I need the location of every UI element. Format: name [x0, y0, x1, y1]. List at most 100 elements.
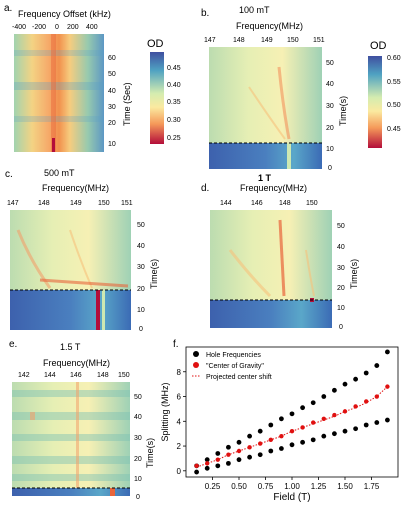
data-point [268, 422, 274, 428]
x-tick-label: 1.50 [337, 482, 353, 491]
panel-a-ytick: 20 [108, 120, 116, 127]
panel-c-letter: c. [5, 169, 13, 180]
panel-b-xtick: 147 [204, 37, 216, 44]
panel-c-xtick: 151 [121, 200, 133, 207]
panel-a-xtick: -200 [32, 24, 47, 31]
panel-a-cbar-tick: 0.25 [167, 135, 181, 142]
panel-b-xtick: 151 [313, 37, 325, 44]
data-point [342, 381, 348, 387]
data-point [194, 463, 199, 469]
panel-a-xtick: 400 [86, 24, 98, 31]
data-point [194, 469, 199, 475]
panel-c-xlabel: Frequency(MHz) [42, 183, 110, 193]
x-tick-label: 1.25 [311, 482, 327, 491]
data-point [353, 426, 358, 432]
panel-b-ytick: 50 [326, 60, 334, 67]
data-point [374, 363, 380, 368]
panel-b-cbar-tick: 0.60 [387, 55, 401, 62]
data-point [257, 452, 263, 458]
legend-label: Hole Frequencies [206, 352, 261, 359]
panel-c-ytick: 0 [139, 326, 143, 333]
panel-c-ytick: 10 [137, 307, 145, 314]
y-tick-label: 4 [177, 417, 182, 426]
panel-b-cbar-tick: 0.45 [387, 126, 401, 133]
data-point [374, 420, 380, 425]
x-tick-label: 1.00 [284, 482, 300, 491]
panel-b-ytick: 10 [326, 146, 334, 153]
legend-marker [193, 351, 199, 357]
panel-d-xtick: 148 [279, 200, 291, 207]
data-point [353, 404, 358, 409]
panel-e-ylabel: Time(s) [145, 437, 155, 468]
legend-label: Projected center shift [206, 374, 272, 381]
data-point [247, 454, 252, 460]
panel-b-xtick: 150 [287, 37, 299, 44]
x-tick-label: 1.75 [364, 482, 380, 491]
panel-a-ytick: 10 [108, 141, 116, 148]
y-tick-label: 6 [177, 393, 182, 402]
data-point [205, 461, 210, 466]
panel-b-ytick: 0 [328, 165, 332, 172]
panel-d-ylabel: Time(s) [349, 258, 359, 289]
data-point [321, 394, 327, 399]
panel-a-ytick: 40 [108, 88, 116, 95]
panel-e-ytick: 40 [134, 414, 142, 421]
panel-c-ytick: 30 [137, 264, 145, 271]
panel-d-letter: d. [201, 183, 210, 194]
panel-e-xtick: 148 [97, 372, 109, 379]
data-point [310, 437, 316, 443]
series-line [196, 386, 388, 468]
panel-e-xtick: 146 [70, 372, 82, 379]
panel-a-ylabel: Time (Sec) [122, 82, 132, 126]
panel-e-xlabel: Frequency(MHz) [43, 358, 111, 368]
data-point [321, 433, 327, 439]
panel-b-xlabel: Frequency(MHz) [236, 21, 304, 31]
panel-c-ytick: 40 [137, 243, 145, 250]
data-point [310, 400, 316, 406]
panel-b-ytick: 20 [326, 125, 334, 132]
data-point [289, 442, 295, 448]
panel-c-title: 500 mT [44, 168, 75, 178]
data-point [321, 416, 326, 422]
panel-e-heatmap [12, 382, 130, 496]
panel-a-ytick: 50 [108, 71, 116, 78]
panel-a-cbar-tick: 0.35 [167, 99, 181, 106]
panel-d-heatmap [210, 210, 332, 328]
panel-a-ytick: 30 [108, 104, 116, 111]
panel-a-xtick: 0 [55, 24, 59, 31]
panel-b-ylabel: Time(s) [338, 95, 348, 126]
panel-b-cbar-title: OD [370, 40, 387, 52]
y-tick-label: 0 [177, 467, 182, 476]
data-point [300, 439, 305, 445]
data-point [258, 441, 263, 446]
panel-e-ytick: 20 [134, 456, 142, 463]
panel-d-xtick: 150 [306, 200, 318, 207]
data-point [364, 399, 369, 404]
data-point [215, 463, 221, 469]
data-point [215, 451, 221, 456]
panel-a-ytick: 60 [108, 55, 116, 62]
panel-c-ytick: 50 [137, 222, 145, 229]
panel-b-ytick: 40 [326, 81, 334, 88]
panel-a-cbar-tick: 0.40 [167, 82, 181, 89]
panel-e-xtick: 150 [118, 372, 130, 379]
data-point [353, 376, 358, 382]
panel-f-chart: 0 2 4 6 8 0.25 0.50 0.75 1.00 1.25 1.50 1.75 Hole … [160, 346, 399, 503]
panel-d-ytick: 0 [339, 324, 343, 331]
panel-d-xlabel: Frequency(MHz) [240, 183, 308, 193]
data-point [311, 420, 316, 425]
panel-d-title: 1 T [258, 173, 272, 183]
panel-a-heatmap [14, 34, 104, 152]
y-tick-label: 8 [177, 368, 182, 377]
x-tick-label: 0.75 [258, 482, 274, 491]
panel-e-title: 1.5 T [60, 342, 81, 352]
panel-b-letter: b. [201, 8, 210, 19]
panel-e-xtick: 144 [44, 372, 56, 379]
legend-marker [193, 362, 199, 368]
data-point [279, 416, 284, 422]
panel-b-ytick: 30 [326, 103, 334, 110]
y-tick-label: 2 [177, 442, 182, 451]
panel-f-letter: f. [173, 339, 179, 350]
panel-c-ylabel: Time(s) [149, 258, 159, 289]
panel-c-heatmap [10, 210, 131, 330]
